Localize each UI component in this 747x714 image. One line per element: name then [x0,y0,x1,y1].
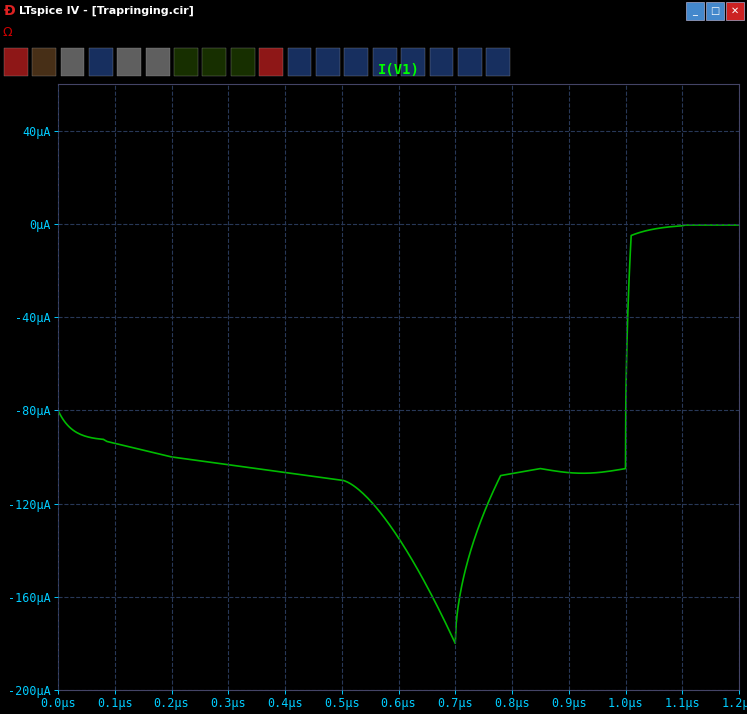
Bar [259,48,283,76]
Bar [686,2,704,20]
Text: _: _ [692,6,697,16]
Bar [373,48,397,76]
Bar [4,48,28,76]
Bar [61,48,84,76]
Bar [32,48,56,76]
Bar [288,48,311,76]
Text: I(V1): I(V1) [377,63,419,76]
Text: Simulation: Simulation [212,28,268,38]
Text: ✕: ✕ [736,28,743,38]
Text: Ω: Ω [3,26,13,39]
Bar [146,48,170,76]
Bar [316,48,340,76]
Text: Help: Help [395,28,419,38]
Bar [174,48,198,76]
Bar [486,48,510,76]
Bar [202,48,226,76]
Bar [401,48,425,76]
Text: ─: ─ [714,28,720,38]
Text: x = 0.965µs    y = -88.51µA: x = 0.965µs y = -88.51µA [6,699,188,709]
Bar [430,48,453,76]
Bar [231,48,255,76]
Bar [458,48,482,76]
Text: Ð: Ð [4,4,16,18]
Bar [706,2,724,20]
Text: Plot Settings: Plot Settings [109,28,175,38]
Text: Window: Window [341,28,382,38]
Text: ✕: ✕ [731,6,739,16]
Text: Tools: Tools [294,28,320,38]
Bar [89,48,113,76]
Text: LTspice IV - [Trapringing.cir]: LTspice IV - [Trapringing.cir] [19,6,193,16]
Text: □: □ [724,28,733,38]
Bar [726,2,744,20]
Text: File: File [30,28,47,38]
Bar [117,48,141,76]
Text: View: View [69,28,94,38]
Bar [344,48,368,76]
Text: □: □ [710,6,719,16]
